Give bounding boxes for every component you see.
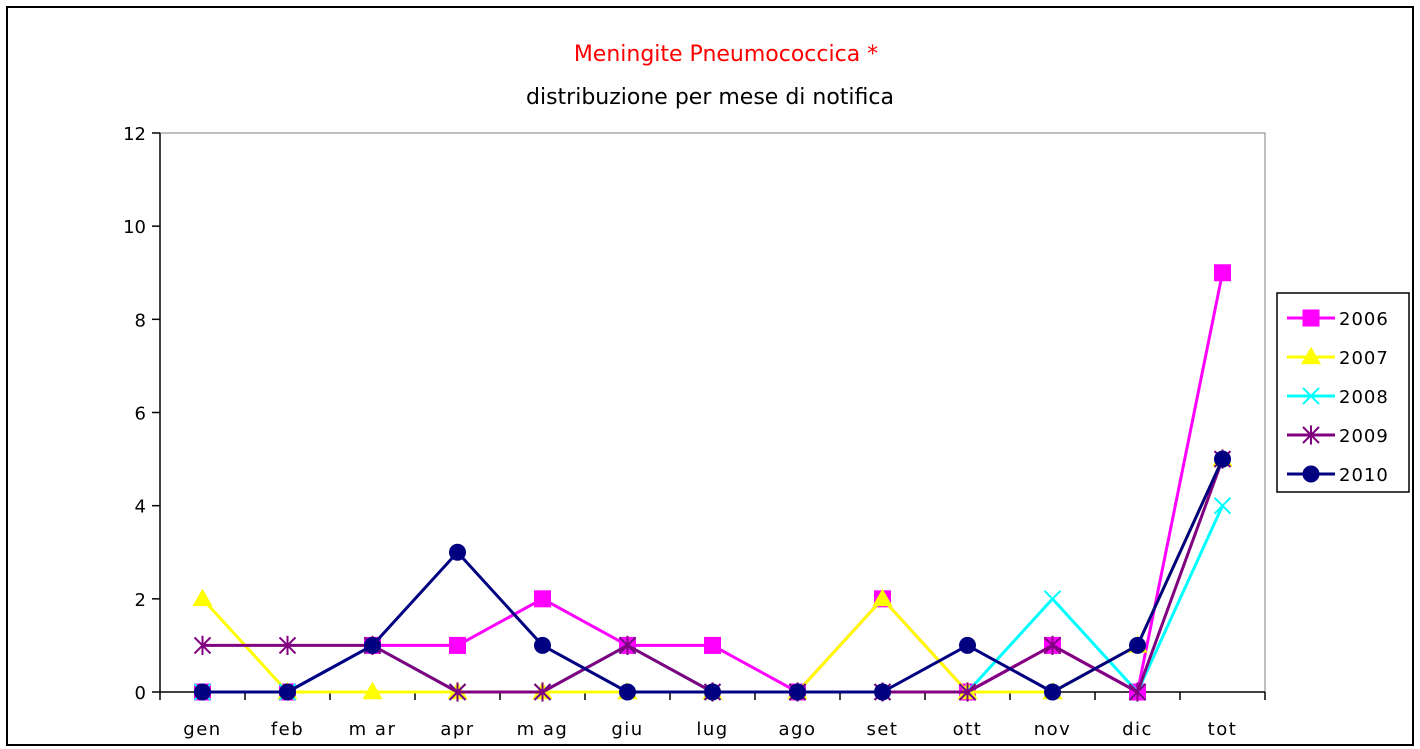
data-point-2010 [534, 636, 551, 654]
x-tick-label: giu [611, 719, 643, 740]
legend-item-2006: 2006 [1287, 309, 1389, 330]
x-tick-label: dic [1122, 719, 1153, 740]
data-point-2010 [874, 683, 891, 701]
x-tick-label: ago [779, 719, 817, 740]
x-tick-label: apr [440, 719, 474, 740]
y-tick-label: 10 [123, 217, 146, 238]
data-point-2010 [789, 683, 806, 701]
data-point-2009 [1043, 635, 1062, 656]
data-point-2010 [619, 683, 636, 701]
x-tick-label: ott [953, 719, 983, 740]
legend-label: 2009 [1339, 426, 1389, 447]
x-tick-label: tot [1208, 719, 1238, 740]
data-point-2008 [1043, 590, 1062, 608]
series-2007 [192, 448, 1233, 700]
data-point-2009 [193, 635, 212, 656]
chart-subtitle: distribuzione per mese di notifica [526, 85, 894, 110]
y-tick-label: 2 [135, 590, 146, 611]
data-point-2010 [704, 683, 721, 701]
legend-label: 2008 [1339, 387, 1389, 408]
data-point-2010 [194, 683, 211, 701]
x-tick-label: lug [696, 719, 728, 740]
x-tick-label: nov [1034, 719, 1072, 740]
x-tick-label: m ar [349, 719, 397, 740]
series-2008 [193, 496, 1232, 701]
data-point-2009 [448, 682, 467, 702]
data-point-2010 [1129, 636, 1146, 654]
data-point-2010 [959, 636, 976, 654]
series-line-2006 [202, 272, 1224, 694]
data-point-2009 [1128, 682, 1147, 702]
y-tick-label: 12 [123, 124, 146, 145]
chart-frame [6, 6, 1414, 746]
data-point-2007 [872, 588, 893, 607]
data-point-2009 [958, 682, 977, 702]
legend-marker [1302, 425, 1320, 445]
series-line-2009 [202, 458, 1224, 694]
x-tick-label: feb [271, 719, 304, 740]
data-point-2008 [1213, 496, 1232, 515]
data-point-2010 [449, 543, 466, 561]
x-tick-label: set [866, 719, 898, 740]
y-tick-label: 4 [135, 497, 146, 518]
data-point-2010 [364, 636, 381, 654]
series-line-2007 [201, 458, 1224, 694]
x-tick-label: m ag [517, 719, 569, 740]
legend-label: 2010 [1339, 465, 1389, 486]
data-point-2007 [192, 588, 213, 607]
data-point-2006 [1214, 264, 1231, 282]
legend-marker [1302, 309, 1320, 327]
legend-marker [1302, 387, 1320, 405]
data-point-2006 [449, 636, 466, 654]
series-2010 [194, 450, 1231, 701]
data-point-2007 [362, 681, 383, 700]
series-2009 [193, 449, 1232, 702]
data-point-2009 [278, 635, 297, 656]
series-line-2010 [202, 458, 1224, 694]
legend-marker [1300, 346, 1322, 365]
legend-marker [1302, 465, 1320, 483]
legend-item-2009: 2009 [1287, 425, 1389, 447]
y-tick-label: 8 [135, 310, 146, 331]
plot-area [159, 132, 1266, 693]
data-point-2006 [534, 590, 551, 608]
chart-title: Meningite Pneumococcica * [574, 42, 878, 67]
legend-label: 2007 [1339, 348, 1389, 369]
series-2006 [194, 264, 1231, 701]
series-line-2008 [202, 505, 1224, 694]
x-tick-label: gen [183, 719, 221, 740]
data-point-2010 [279, 683, 296, 701]
legend-box [1276, 292, 1410, 493]
data-point-2006 [704, 636, 721, 654]
y-tick-label: 6 [135, 404, 146, 425]
legend-item-2008: 2008 [1287, 387, 1389, 408]
data-point-2010 [1044, 683, 1061, 701]
data-point-2010 [1214, 450, 1231, 468]
legend-item-2010: 2010 [1287, 465, 1389, 486]
legend: 2006 2007 2008 2009 2010 [1276, 292, 1410, 493]
legend-item-2007: 2007 [1287, 346, 1389, 369]
y-tick-label: 0 [135, 683, 146, 704]
legend-label: 2006 [1339, 309, 1389, 330]
series-layer [192, 264, 1233, 702]
data-point-2009 [533, 682, 552, 702]
data-point-2009 [618, 635, 637, 656]
axes: 0 2 4 6 8 10 12 gen feb m ar apr m ag giu lug ago set ot… [123, 124, 1266, 740]
